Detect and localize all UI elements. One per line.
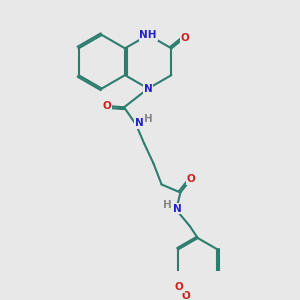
Text: N: N [173,204,182,214]
Text: O: O [102,101,111,111]
Text: O: O [180,33,189,43]
Text: H: H [163,200,171,210]
Text: NH: NH [140,30,157,40]
Text: O: O [175,282,184,292]
Text: N: N [135,118,144,128]
Text: O: O [187,174,195,184]
Text: O: O [181,291,190,300]
Text: H: H [144,114,153,124]
Text: N: N [144,83,153,94]
